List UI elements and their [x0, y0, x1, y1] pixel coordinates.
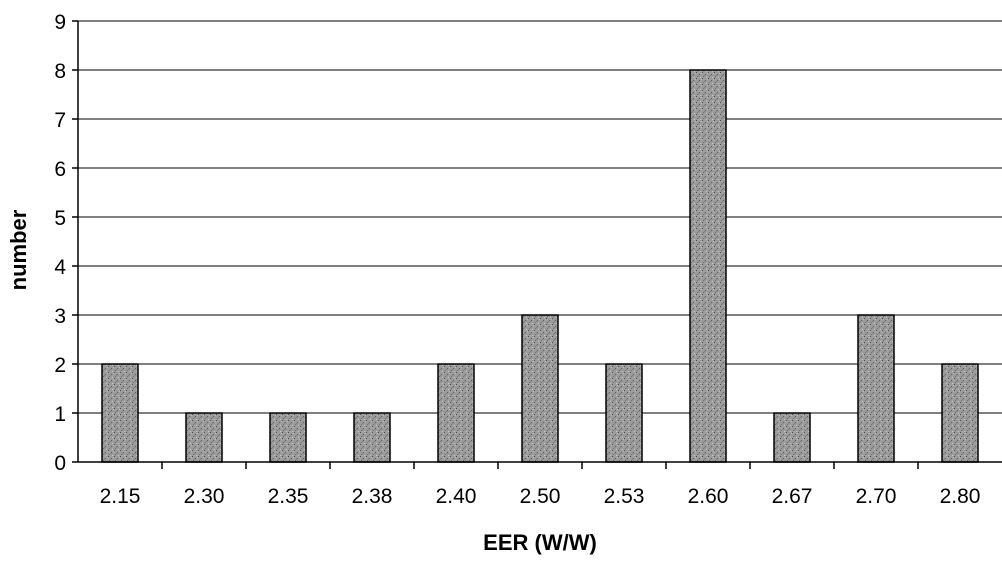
y-tick-label: 7 [54, 109, 66, 132]
y-tick-label: 2 [54, 354, 66, 377]
x-tick-labels: 2.15 2.30 2.35 2.38 2.40 2.50 2.53 2.60 2.67 2.70… [100, 485, 981, 508]
x-axis-title: EER (W/W) [483, 530, 597, 555]
bar-2.50 [521, 314, 559, 463]
x-tick-label: 2.60 [688, 485, 729, 508]
y-tick-label: 1 [54, 403, 66, 426]
gridlines [78, 20, 1002, 414]
bar-2.30 [185, 412, 223, 463]
bar-2.35 [269, 412, 307, 463]
x-tick-label: 2.70 [856, 485, 897, 508]
y-tick-label: 3 [54, 305, 66, 328]
x-tick-label: 2.35 [268, 485, 309, 508]
bar-2.40 [437, 363, 475, 463]
bars [101, 69, 979, 463]
x-tick-label: 2.67 [772, 485, 813, 508]
y-tick-label: 0 [54, 452, 66, 475]
y-tick-labels: 0 1 2 3 4 5 6 7 8 9 [54, 11, 66, 475]
axes [72, 20, 1002, 469]
y-axis-title: number [6, 209, 31, 290]
bar-2.80 [941, 363, 979, 463]
x-tick-label: 2.40 [436, 485, 477, 508]
bar-2.67 [773, 412, 811, 463]
x-tick-label: 2.50 [520, 485, 561, 508]
y-tick-label: 4 [54, 256, 66, 279]
x-tick-label: 2.80 [940, 485, 981, 508]
y-tick-label: 5 [54, 207, 66, 230]
x-tick-label: 2.53 [604, 485, 645, 508]
bar-2.60 [689, 69, 727, 463]
y-tick-label: 8 [54, 60, 66, 83]
bar-2.15 [101, 363, 139, 463]
y-tick-label: 9 [54, 11, 66, 34]
bar-2.38 [353, 412, 391, 463]
x-tick-label: 2.15 [100, 485, 141, 508]
y-tick-label: 6 [54, 158, 66, 181]
bar-2.70 [857, 314, 895, 463]
x-tick-label: 2.38 [352, 485, 393, 508]
bar-2.53 [605, 363, 643, 463]
x-tick-label: 2.30 [184, 485, 225, 508]
